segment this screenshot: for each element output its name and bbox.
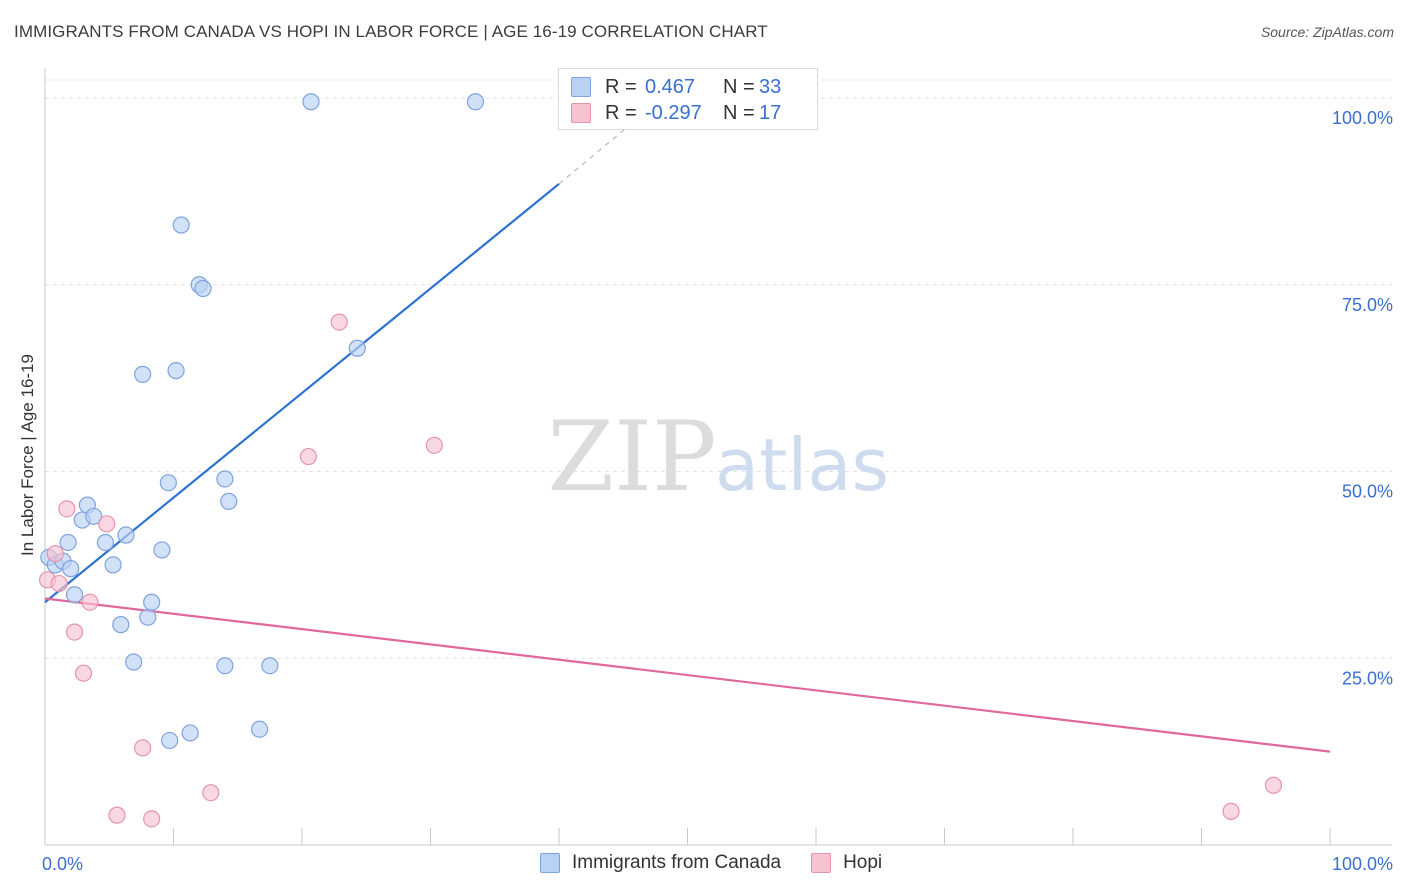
point-canada: [104, 556, 122, 574]
point-hopi: [330, 313, 348, 331]
legend-item-hopi: Hopi: [811, 852, 882, 874]
n-label: N =: [723, 101, 755, 124]
point-canada: [134, 365, 152, 383]
point-hopi: [58, 500, 76, 518]
legend-swatch-hopi: [811, 853, 832, 873]
point-canada: [181, 724, 199, 742]
point-canada: [125, 653, 143, 671]
point-hopi: [202, 784, 220, 802]
point-canada: [65, 586, 84, 604]
grid-lines: [45, 79, 1392, 659]
n-value-hopi: 17: [759, 101, 782, 124]
legend-label-hopi: Hopi: [843, 852, 883, 873]
chart-title: IMMIGRANTS FROM CANADA VS HOPI IN LABOR …: [14, 22, 768, 41]
point-canada: [143, 593, 161, 611]
point-hopi: [65, 623, 84, 641]
point-hopi: [98, 515, 116, 533]
point-canada: [167, 362, 185, 380]
correlation-legend: R = 0.467 N = 33 R = -0.297 N = 17: [558, 68, 818, 130]
legend-row-hopi: R = -0.297 N = 17: [571, 101, 781, 125]
legend-swatch-canada: [540, 853, 560, 873]
point-hopi: [74, 664, 93, 682]
legend-swatch-canada: [571, 77, 591, 97]
axes: [44, 68, 1392, 846]
point-canada: [348, 339, 366, 357]
point-canada: [220, 492, 238, 510]
y-tick-label: 100.0%: [1332, 108, 1393, 128]
point-canada: [139, 608, 157, 626]
watermark-atlas: atlas: [715, 423, 889, 507]
point-hopi: [425, 436, 443, 454]
series-legend: Immigrants from Canada Hopi: [540, 852, 912, 874]
y-tick-label: 75.0%: [1342, 295, 1393, 315]
point-canada: [59, 533, 77, 552]
point-canada: [112, 616, 130, 634]
point-canada: [96, 533, 114, 552]
point-canada: [216, 470, 234, 488]
watermark-zip: ZIP: [547, 401, 716, 513]
n-label: N =: [723, 75, 755, 98]
point-canada: [194, 279, 212, 298]
tick-labels: 25.0% 50.0% 75.0% 100.0% 0.0% 100.0%: [42, 108, 1393, 874]
point-hopi: [143, 810, 161, 828]
trend-line-hopi: [44, 597, 1331, 753]
point-canada: [62, 560, 80, 578]
point-hopi: [108, 806, 126, 824]
point-canada: [159, 474, 177, 492]
point-hopi: [1264, 776, 1283, 794]
y-axis-label: In Labor Force | Age 16-19: [18, 354, 37, 556]
point-canada: [261, 657, 279, 675]
legend-swatch-hopi: [571, 103, 591, 123]
r-value-hopi: -0.297: [645, 101, 702, 124]
y-tick-label: 50.0%: [1342, 482, 1393, 502]
point-canada: [85, 507, 103, 525]
point-canada: [153, 541, 171, 559]
point-hopi: [299, 447, 318, 466]
x-tick-label-min: 0.0%: [42, 854, 83, 874]
r-label: R =: [605, 101, 637, 124]
legend-item-canada: Immigrants from Canada: [540, 852, 781, 874]
r-label: R =: [605, 75, 637, 98]
point-canada: [302, 93, 320, 111]
point-canada: [466, 93, 485, 111]
legend-row-canada: R = 0.467 N = 33: [571, 75, 781, 99]
point-hopi: [1222, 802, 1240, 820]
point-canada: [216, 657, 234, 675]
point-hopi: [134, 739, 152, 757]
point-canada: [117, 526, 135, 544]
legend-label-canada: Immigrants from Canada: [572, 852, 782, 873]
data-points: [38, 93, 1283, 828]
x-tick-label-max: 100.0%: [1332, 854, 1393, 874]
point-hopi: [46, 545, 64, 563]
point-canada: [172, 216, 190, 234]
n-value-canada: 33: [759, 75, 782, 98]
point-hopi: [50, 574, 68, 593]
point-hopi: [81, 593, 99, 611]
point-canada: [250, 720, 269, 738]
source-label: Source: ZipAtlas.com: [1260, 24, 1394, 40]
r-value-canada: 0.467: [645, 75, 696, 98]
point-canada: [161, 731, 179, 750]
y-tick-label: 25.0%: [1342, 668, 1393, 688]
